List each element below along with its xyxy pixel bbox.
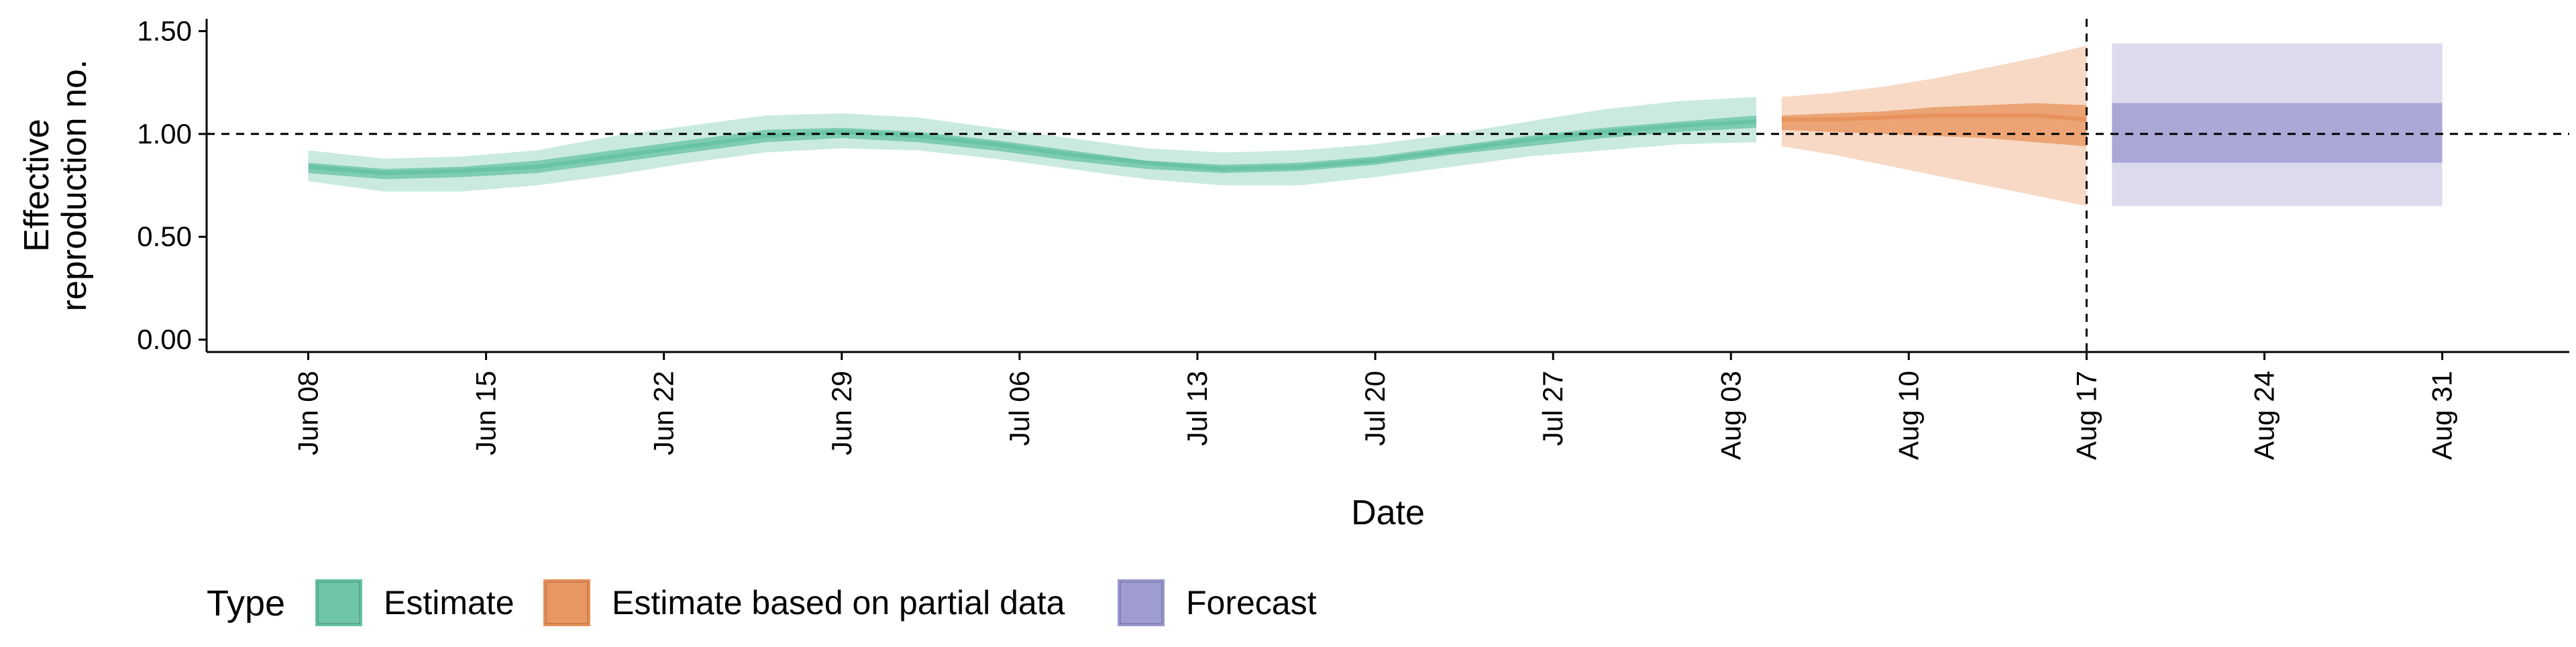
- x-tick-label: Jul 06: [1004, 371, 1035, 446]
- y-tick-label: 1.00: [137, 118, 192, 150]
- legend: Type Estimate Estimate based on partial d…: [207, 579, 1317, 626]
- median-line-estimate: [308, 119, 1757, 176]
- median-line-estimate-based-on-partial-data: [1782, 113, 2087, 122]
- y-axis-label-line-1: Effective: [17, 119, 56, 251]
- uncertainty-bands: [308, 43, 2443, 207]
- x-tick-label: Aug 10: [1892, 371, 1924, 460]
- axes: 0.00 0.50 1.00 1.50 Jun 08 Jun 15 Jun 22 Jun 29…: [137, 15, 2569, 460]
- x-tick-label: Jul 27: [1537, 371, 1568, 446]
- y-tick-label: 0.00: [137, 324, 192, 355]
- legend-key-outline: [1120, 581, 1163, 624]
- legend-label-estimate-based-on-partial-data: Estimate based on partial data: [612, 584, 1065, 622]
- x-tick-label: Aug 31: [2426, 371, 2458, 460]
- x-tick-label: Jul 13: [1181, 371, 1213, 446]
- legend-key-outline: [317, 581, 360, 624]
- legend-key-outline: [545, 581, 588, 624]
- x-tick-label: Jun 15: [470, 371, 502, 455]
- legend-key-forecast: [1118, 579, 1165, 626]
- x-tick-label: Aug 17: [2071, 371, 2102, 460]
- y-tick-label: 0.50: [137, 221, 192, 252]
- band-90-estimate: [308, 97, 1757, 192]
- legend-label-forecast: Forecast: [1186, 584, 1317, 622]
- series-estimate-based-on-partial-data: [1782, 45, 2087, 207]
- legend-key-estimate-based-on-partial-data: [543, 579, 590, 626]
- x-tick-label: Aug 24: [2249, 371, 2280, 460]
- x-tick-label: Jul 20: [1359, 371, 1391, 446]
- legend-key-estimate: [315, 579, 362, 626]
- reference-lines: [207, 19, 2569, 352]
- x-tick-label: Jun 08: [292, 371, 324, 455]
- band-50-forecast: [2112, 103, 2443, 163]
- series-forecast: [2112, 43, 2443, 207]
- y-tick-label: 1.50: [137, 15, 192, 46]
- x-tick-label: Jun 22: [648, 371, 680, 455]
- series-estimate: [308, 97, 1757, 192]
- x-tick-label: Aug 03: [1715, 371, 1746, 460]
- legend-label-estimate: Estimate: [384, 584, 515, 622]
- x-tick-label: Jun 29: [826, 371, 857, 455]
- x-axis-label: Date: [1351, 493, 1425, 532]
- y-axis-label-line-2: reproduction no.: [55, 60, 94, 312]
- band-50-estimate: [308, 115, 1757, 180]
- legend-title: Type: [207, 583, 285, 624]
